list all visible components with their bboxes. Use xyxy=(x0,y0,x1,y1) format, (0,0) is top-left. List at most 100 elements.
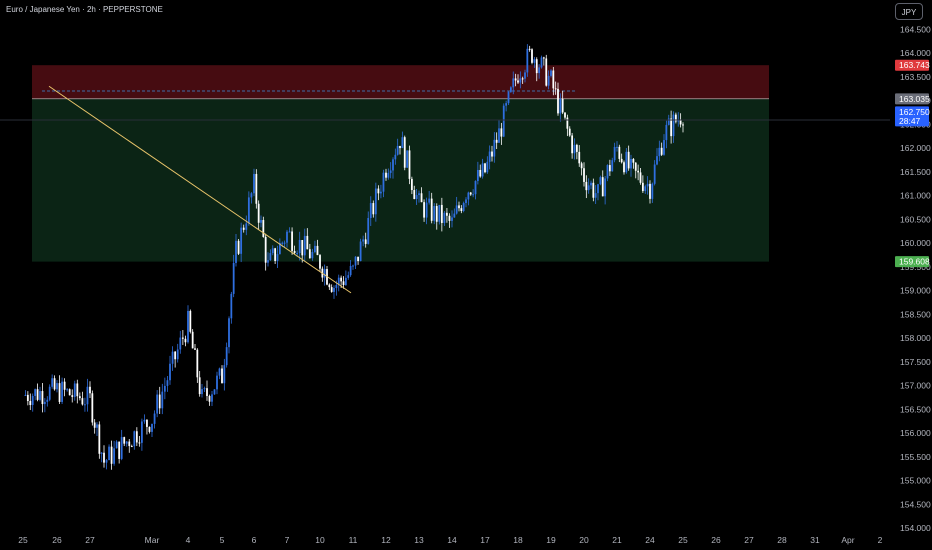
price-tick-label: 156.000 xyxy=(900,428,931,438)
candle-body xyxy=(623,162,625,173)
candle-body xyxy=(24,394,27,396)
candle-body xyxy=(507,91,510,104)
time-tick-label: 17 xyxy=(480,535,490,545)
candle-body xyxy=(630,158,632,169)
price-tick-label: 157.500 xyxy=(900,357,931,367)
candle-body xyxy=(286,231,288,243)
candle-body xyxy=(372,203,375,215)
candle-body xyxy=(349,265,352,276)
price-tick-label: 161.500 xyxy=(900,167,931,177)
candle-body xyxy=(288,231,291,233)
candle-body xyxy=(53,378,56,390)
candle-body xyxy=(78,396,81,399)
candle-body xyxy=(133,431,136,447)
candle-body xyxy=(599,177,602,185)
candle-body xyxy=(56,383,58,390)
candle-body xyxy=(271,248,274,254)
candle-body xyxy=(130,446,133,448)
candle-body xyxy=(505,103,508,106)
candle-body xyxy=(163,385,166,392)
candle-body xyxy=(374,188,377,215)
price-tick-label: 158.000 xyxy=(900,333,931,343)
time-tick-label: 21 xyxy=(612,535,622,545)
candle-body xyxy=(367,218,370,244)
candle-body xyxy=(103,452,105,463)
candle-body xyxy=(403,137,406,168)
candle-body xyxy=(71,395,74,397)
time-tick-label: 24 xyxy=(645,535,655,545)
candle-body xyxy=(418,193,420,196)
candle-body xyxy=(519,78,522,83)
candle-body xyxy=(573,144,576,154)
candle-body xyxy=(196,349,199,378)
candle-body xyxy=(274,248,277,261)
candle-body xyxy=(550,70,552,76)
candle-body xyxy=(440,204,443,223)
time-tick-label: 10 xyxy=(315,535,325,545)
candle-body xyxy=(48,386,51,400)
candle-body xyxy=(26,394,29,402)
candle-body xyxy=(369,203,372,219)
candle-body xyxy=(262,220,265,237)
candle-body xyxy=(604,178,607,197)
price-tick-label: 155.000 xyxy=(900,476,931,486)
price-tick-label: 156.500 xyxy=(900,404,931,414)
candle-body xyxy=(406,150,409,168)
candle-body xyxy=(557,88,559,114)
candle-body xyxy=(392,159,394,171)
candle-body xyxy=(151,423,153,432)
time-tick-label: 2 xyxy=(878,535,883,545)
candle-body xyxy=(328,284,331,288)
candle-body xyxy=(423,202,425,218)
candle-body xyxy=(41,391,44,405)
candle-body xyxy=(415,195,418,200)
time-tick-label: 11 xyxy=(349,535,358,545)
candle-body xyxy=(298,240,301,254)
price-tick-label: 157.000 xyxy=(900,381,931,391)
candle-body xyxy=(98,424,101,454)
candle-body xyxy=(385,172,387,178)
candle-body xyxy=(533,59,536,63)
candle-body xyxy=(225,347,228,366)
price-tick-label: 158.500 xyxy=(900,309,931,319)
price-tick-label: 159.000 xyxy=(900,286,931,296)
price-tick-label: 161.000 xyxy=(900,191,931,201)
candle-body xyxy=(319,255,321,269)
candle-body xyxy=(125,441,128,444)
candle-body xyxy=(213,389,216,395)
candle-body xyxy=(430,198,433,221)
currency-button[interactable]: JPY xyxy=(895,3,923,20)
price-tick-label: 154.500 xyxy=(900,499,931,509)
time-tick-label: 12 xyxy=(381,535,391,545)
candle-body xyxy=(575,144,578,152)
candle-body xyxy=(352,265,354,267)
candle-body xyxy=(561,98,564,113)
time-tick-label: 27 xyxy=(744,535,754,545)
candle-body xyxy=(242,227,245,230)
candle-body xyxy=(264,236,267,263)
candle-body xyxy=(608,165,611,172)
time-tick-label: 7 xyxy=(285,535,290,545)
candle-body xyxy=(649,183,651,199)
candle-body xyxy=(58,383,61,402)
time-tick-label: 25 xyxy=(18,535,28,545)
candle-body xyxy=(76,383,79,397)
time-tick-label: 25 xyxy=(678,535,688,545)
candle-body xyxy=(211,394,213,402)
candle-body xyxy=(179,337,182,350)
stop-tag-label: 163.743 xyxy=(899,60,930,70)
take-profit-zone xyxy=(32,98,769,262)
candle-body xyxy=(291,231,293,251)
candle-body xyxy=(462,203,465,212)
candle-body xyxy=(559,98,562,114)
candle-body xyxy=(469,192,472,195)
time-tick-label: 18 xyxy=(513,535,523,545)
candle-body xyxy=(578,151,581,164)
time-tick-label: 14 xyxy=(447,535,457,545)
candle-body xyxy=(634,162,637,171)
candle-body xyxy=(592,182,595,198)
candle-body xyxy=(425,202,428,218)
price-tick-label: 164.000 xyxy=(900,48,931,58)
candle-body xyxy=(354,256,357,266)
